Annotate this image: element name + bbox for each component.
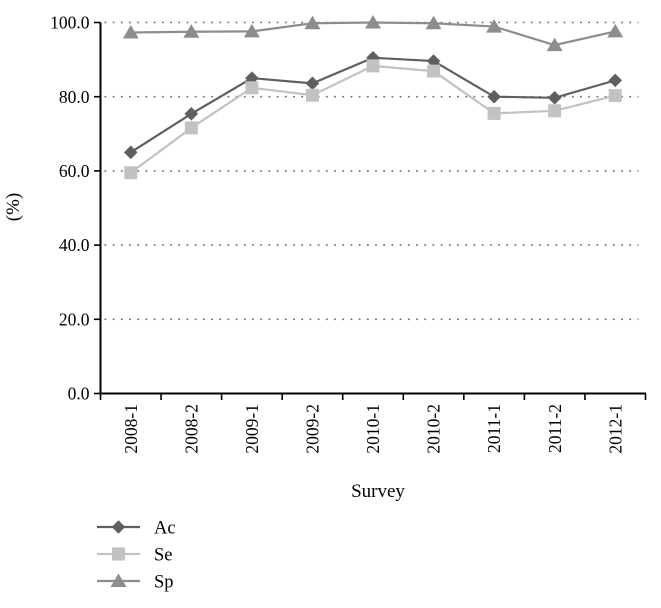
series-line-se: [130, 64, 616, 174]
x-tick-label: 2011-2: [545, 404, 565, 453]
square-marker: [366, 59, 380, 73]
y-tick-label: 100.0: [50, 13, 90, 33]
triangle-marker: [607, 23, 624, 38]
diamond-marker: [305, 76, 320, 91]
x-tick-label: 2008-2: [181, 404, 201, 454]
x-tick-label: 2012-1: [605, 404, 625, 454]
diamond-marker: [426, 54, 441, 68]
diamond-marker: [184, 106, 199, 121]
triangle-marker: [486, 19, 503, 33]
legend-label: Sp: [154, 572, 174, 592]
diamond-marker: [547, 91, 562, 105]
square-marker: [184, 121, 198, 135]
square-marker: [548, 104, 562, 118]
square-marker: [245, 81, 259, 95]
square-marker: [305, 88, 319, 102]
y-axis-title: (%): [3, 193, 24, 221]
triangle-marker: [243, 23, 260, 38]
legend-item-sp: Sp: [97, 572, 174, 592]
y-tick-label: 80.0: [59, 87, 90, 107]
triangle-marker: [365, 15, 381, 29]
legend-square-icon: [112, 547, 125, 561]
legend-label: Ac: [154, 518, 176, 538]
axes: 0.0 20.0 40.0 60.0 80.0 100.0 2008-1 2008-2 2009…: [50, 13, 647, 454]
legend-triangle-icon: [110, 573, 127, 587]
x-tick-label: 2009-1: [242, 404, 262, 454]
x-tick-label: 2010-2: [424, 404, 444, 454]
legend-diamond-icon: [111, 520, 126, 534]
x-tick-label: 2011-1: [484, 404, 504, 453]
y-tick-label: 40.0: [59, 235, 90, 255]
x-tick-label: 2010-1: [363, 404, 383, 454]
diamond-marker: [487, 89, 501, 104]
y-tick-label: 60.0: [59, 161, 90, 181]
square-marker: [487, 106, 501, 120]
x-tick-label: 2009-2: [303, 404, 323, 454]
triangle-marker: [304, 15, 321, 30]
triangle-marker: [122, 25, 139, 39]
square-marker: [124, 166, 138, 180]
triangle-marker: [183, 24, 200, 38]
triangle-marker: [546, 37, 563, 52]
legend-item-ac: Ac: [97, 518, 176, 538]
diamond-marker: [123, 145, 138, 160]
y-tick-label: 20.0: [59, 309, 90, 329]
series-sp: [122, 15, 624, 52]
square-marker: [427, 64, 441, 78]
y-tick-label: 0.0: [68, 384, 90, 404]
legend: Ac Se Sp: [97, 518, 176, 592]
legend-item-se: Se: [97, 545, 173, 565]
x-axis-title: Survey: [351, 481, 405, 502]
x-tick-label: 2008-1: [121, 404, 141, 454]
square-marker: [608, 89, 622, 103]
triangle-marker: [425, 15, 442, 30]
series-se: [124, 59, 622, 180]
diamond-marker: [608, 73, 623, 88]
legend-label: Se: [154, 545, 173, 565]
